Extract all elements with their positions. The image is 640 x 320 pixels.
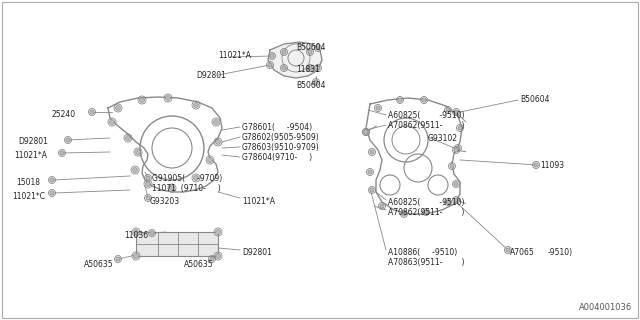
Text: G91905(     -9709): G91905( -9709) xyxy=(152,174,222,183)
Circle shape xyxy=(454,182,458,186)
Circle shape xyxy=(193,176,198,180)
Circle shape xyxy=(370,188,374,192)
Text: B50604: B50604 xyxy=(296,81,326,90)
Circle shape xyxy=(132,168,138,172)
Circle shape xyxy=(454,110,458,114)
Circle shape xyxy=(506,248,510,252)
Circle shape xyxy=(454,148,458,152)
Text: 11831: 11831 xyxy=(296,65,320,74)
Text: A50635: A50635 xyxy=(84,260,114,269)
Circle shape xyxy=(380,204,384,208)
Text: 11021*A: 11021*A xyxy=(242,197,275,206)
Circle shape xyxy=(109,120,115,124)
Text: 11093: 11093 xyxy=(540,161,564,170)
Text: 15018: 15018 xyxy=(16,178,40,187)
Circle shape xyxy=(146,181,150,186)
Circle shape xyxy=(207,157,212,163)
Text: 11021*A: 11021*A xyxy=(14,151,47,160)
Text: A004001036: A004001036 xyxy=(579,303,632,312)
Text: D92801: D92801 xyxy=(242,248,272,257)
Circle shape xyxy=(150,231,154,235)
Text: A60825(        -9510): A60825( -9510) xyxy=(388,198,465,207)
Text: 11071  (9710-     ): 11071 (9710- ) xyxy=(152,184,221,193)
Circle shape xyxy=(146,196,150,200)
Circle shape xyxy=(446,108,450,112)
Text: D92801: D92801 xyxy=(18,137,48,146)
Circle shape xyxy=(446,200,450,204)
Text: -9510): -9510) xyxy=(548,248,573,257)
Circle shape xyxy=(458,126,462,130)
Text: D92801: D92801 xyxy=(196,71,226,80)
Text: 11021*C: 11021*C xyxy=(12,192,45,201)
FancyBboxPatch shape xyxy=(136,232,218,256)
Text: B50604: B50604 xyxy=(520,95,550,104)
Circle shape xyxy=(316,46,320,50)
Text: A50635: A50635 xyxy=(184,260,214,269)
Circle shape xyxy=(398,98,402,102)
Circle shape xyxy=(364,130,368,134)
Circle shape xyxy=(116,106,120,110)
Circle shape xyxy=(134,230,138,234)
Circle shape xyxy=(50,178,54,182)
Circle shape xyxy=(50,191,54,195)
Circle shape xyxy=(134,253,138,259)
Circle shape xyxy=(282,66,286,70)
Circle shape xyxy=(170,186,174,190)
Text: G78601(     -9504): G78601( -9504) xyxy=(242,123,312,132)
Circle shape xyxy=(270,54,274,58)
Circle shape xyxy=(534,163,538,167)
Text: 11021*A: 11021*A xyxy=(218,51,251,60)
Text: G78602(9505-9509): G78602(9505-9509) xyxy=(242,133,320,142)
Circle shape xyxy=(308,66,312,70)
Text: G78604(9710-     ): G78604(9710- ) xyxy=(242,153,312,162)
Circle shape xyxy=(422,98,426,102)
Text: 11036: 11036 xyxy=(124,231,148,240)
Circle shape xyxy=(308,50,312,54)
Circle shape xyxy=(424,210,428,214)
Circle shape xyxy=(125,136,131,140)
Circle shape xyxy=(116,257,120,261)
Text: G93203: G93203 xyxy=(150,197,180,206)
Text: A10886(     -9510): A10886( -9510) xyxy=(388,248,457,257)
Circle shape xyxy=(370,150,374,154)
Circle shape xyxy=(282,50,286,54)
Text: G78603(9510-9709): G78603(9510-9709) xyxy=(242,143,320,152)
Text: A70863(9511-        ): A70863(9511- ) xyxy=(388,258,465,267)
Circle shape xyxy=(66,138,70,142)
Circle shape xyxy=(166,96,170,100)
Text: A70862(9511-        ): A70862(9511- ) xyxy=(388,208,465,217)
Circle shape xyxy=(316,66,320,70)
Circle shape xyxy=(214,120,218,124)
Circle shape xyxy=(146,176,150,180)
Circle shape xyxy=(376,106,380,110)
Circle shape xyxy=(216,253,220,259)
Circle shape xyxy=(140,98,145,102)
Circle shape xyxy=(193,103,198,108)
Circle shape xyxy=(454,198,458,202)
Circle shape xyxy=(450,164,454,168)
Text: A60825(        -9510): A60825( -9510) xyxy=(388,111,465,120)
Circle shape xyxy=(268,63,272,67)
Circle shape xyxy=(364,130,368,134)
Text: A70862(9511-        ): A70862(9511- ) xyxy=(388,121,465,130)
Text: 25240: 25240 xyxy=(52,110,76,119)
Text: G93102: G93102 xyxy=(428,134,458,143)
Text: A7065: A7065 xyxy=(510,248,535,257)
Circle shape xyxy=(216,230,220,234)
Circle shape xyxy=(314,80,318,84)
Circle shape xyxy=(402,212,406,216)
Circle shape xyxy=(456,146,460,150)
Circle shape xyxy=(90,110,94,114)
Circle shape xyxy=(216,140,220,144)
Circle shape xyxy=(60,151,64,155)
Circle shape xyxy=(136,149,140,155)
Circle shape xyxy=(368,170,372,174)
Text: B50604: B50604 xyxy=(296,43,326,52)
Circle shape xyxy=(210,257,214,261)
Polygon shape xyxy=(268,42,322,78)
